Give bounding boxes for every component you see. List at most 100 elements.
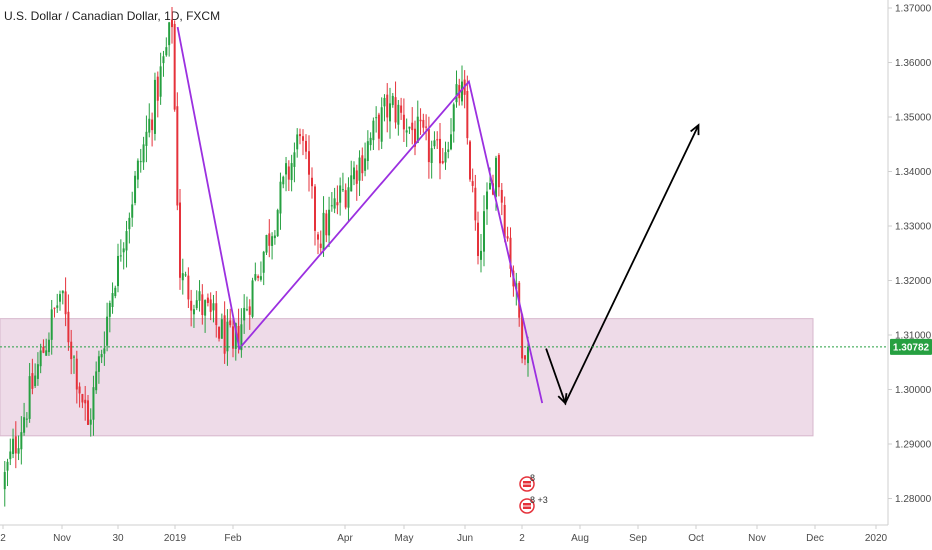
candle-body	[483, 211, 485, 252]
price-tick-label: 1.31000	[895, 331, 932, 342]
candle-body	[265, 235, 268, 253]
candle-body	[416, 116, 419, 143]
candle-body	[452, 104, 455, 132]
candle-body	[353, 167, 355, 180]
candle-body	[251, 280, 254, 317]
candle-body	[59, 294, 61, 302]
candle-body	[386, 94, 389, 118]
candle-body	[314, 186, 316, 231]
event-markers-layer[interactable]: 8 8 +3	[519, 473, 548, 514]
candle-body	[234, 323, 237, 349]
candle-body	[134, 175, 137, 203]
candle-body	[257, 276, 260, 279]
candle-body	[285, 163, 288, 175]
candle-body	[117, 255, 119, 287]
candle-body	[293, 152, 296, 167]
candle-body	[119, 255, 122, 257]
candle-body	[328, 209, 331, 236]
candle-body	[181, 273, 184, 281]
time-tick-label: 2	[519, 533, 525, 544]
candle-body	[506, 236, 509, 239]
candle-body	[271, 236, 274, 246]
current-price-badge	[890, 338, 932, 355]
candle-body	[139, 161, 142, 163]
candle-body	[500, 189, 503, 203]
candle-body	[108, 302, 111, 317]
zigzag-pattern-line[interactable]	[176, 26, 544, 404]
time-tick-label: Feb	[224, 533, 242, 544]
candle-body	[87, 400, 89, 425]
candle-body	[433, 140, 436, 147]
candle-body	[75, 358, 78, 390]
candle-body	[377, 114, 380, 139]
support-zone[interactable]	[0, 318, 814, 437]
price-tick-label: 1.28000	[895, 494, 932, 505]
chart-title: U.S. Dollar / Canadian Dollar, 1D, FXCM	[4, 9, 221, 23]
candle-body	[486, 191, 488, 210]
candle-body	[162, 56, 165, 64]
candle-body	[243, 307, 246, 321]
candle-body	[95, 371, 98, 391]
candle-body	[302, 136, 304, 141]
candle-body	[42, 346, 45, 353]
candle-body	[455, 84, 458, 103]
candle-body	[176, 106, 179, 206]
candle-body	[106, 316, 109, 346]
candle-body	[45, 350, 48, 356]
candle-body	[361, 155, 364, 174]
candle-body	[215, 303, 218, 326]
current-price-line-layer: 1.30782	[0, 338, 932, 355]
candle-body	[206, 297, 209, 303]
candle-body	[521, 314, 524, 359]
candle-body	[447, 149, 450, 152]
drawing-layer[interactable]	[176, 26, 700, 406]
candle-body	[489, 183, 491, 190]
projection-up-arrowhead	[690, 123, 700, 136]
candle-body	[439, 138, 441, 164]
candle-body	[50, 309, 53, 340]
candle-body	[195, 300, 198, 309]
candle-body	[402, 114, 405, 130]
candle-body	[31, 373, 34, 389]
candle-body	[503, 204, 506, 238]
support-zone-layer	[0, 318, 814, 437]
event-count-label: 8 +3	[530, 495, 548, 505]
candle-body	[495, 157, 497, 197]
candle-body	[78, 386, 81, 394]
candle-body	[259, 276, 262, 280]
candle-body	[287, 166, 290, 180]
time-tick-label: Apr	[337, 533, 353, 544]
candle-body	[369, 137, 372, 146]
candle-body	[100, 354, 103, 358]
candle-body	[527, 346, 529, 364]
candle-body	[179, 202, 181, 278]
candle-body	[414, 128, 416, 147]
candle-body	[419, 119, 422, 122]
candle-body	[6, 461, 9, 471]
candle-body	[114, 287, 117, 297]
candle-body	[17, 448, 20, 454]
price-tick-label: 1.35000	[895, 113, 932, 124]
candle-body	[67, 311, 70, 343]
candle-body	[480, 250, 482, 260]
price-tick-label: 1.30000	[895, 385, 932, 396]
candle-body	[89, 419, 92, 425]
candle-body	[290, 163, 293, 181]
candle-body	[201, 294, 204, 315]
candle-body	[325, 213, 328, 236]
candle-body	[156, 76, 159, 101]
candle-body	[296, 134, 299, 150]
candle-body	[497, 155, 500, 188]
price-tick-label: 1.29000	[895, 440, 932, 451]
price-tick-label: 1.36000	[895, 58, 932, 69]
candle-body	[53, 307, 56, 309]
candle-body	[347, 187, 350, 208]
event-marker-usd[interactable]: 8	[519, 473, 535, 492]
candle-body	[218, 327, 221, 339]
event-marker-cad[interactable]: 8 +3	[519, 495, 548, 514]
candle-body	[56, 305, 59, 308]
candle-body	[308, 151, 310, 175]
time-tick-label: Aug	[571, 533, 589, 544]
candle-body	[389, 103, 391, 122]
